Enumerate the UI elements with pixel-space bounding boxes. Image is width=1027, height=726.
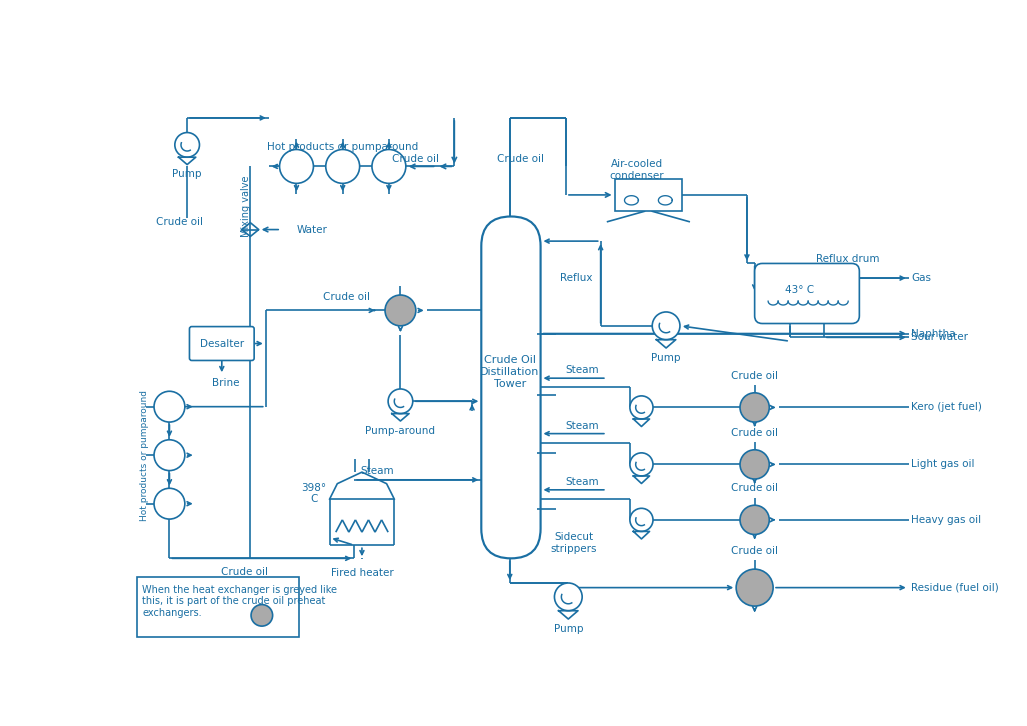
Text: 398°
C: 398° C xyxy=(302,483,327,505)
Text: Steam: Steam xyxy=(566,365,599,375)
Text: Hot products or pumparound: Hot products or pumparound xyxy=(267,142,418,152)
Circle shape xyxy=(385,295,416,326)
Circle shape xyxy=(736,569,773,606)
Text: Crude oil: Crude oil xyxy=(497,155,543,165)
FancyBboxPatch shape xyxy=(189,327,254,361)
Circle shape xyxy=(154,489,185,519)
Circle shape xyxy=(740,505,769,534)
Circle shape xyxy=(154,391,185,422)
FancyBboxPatch shape xyxy=(482,216,540,558)
Text: Steam: Steam xyxy=(566,421,599,431)
Text: Residue (fuel oil): Residue (fuel oil) xyxy=(911,583,998,592)
Text: Sour water: Sour water xyxy=(911,333,968,343)
Circle shape xyxy=(154,440,185,470)
Text: Reflux drum: Reflux drum xyxy=(816,254,880,264)
Text: Mixing valve: Mixing valve xyxy=(241,176,252,237)
Text: Fired heater: Fired heater xyxy=(331,568,393,578)
Circle shape xyxy=(388,389,413,414)
Text: Light gas oil: Light gas oil xyxy=(911,460,975,470)
Circle shape xyxy=(630,396,653,419)
Circle shape xyxy=(555,583,582,611)
Text: Crude Oil
Distillation
Tower: Crude Oil Distillation Tower xyxy=(480,356,539,388)
Text: Crude oil: Crude oil xyxy=(155,217,202,227)
Text: Crude oil: Crude oil xyxy=(731,546,778,555)
Circle shape xyxy=(279,150,313,184)
Text: Pump: Pump xyxy=(651,353,681,363)
Circle shape xyxy=(372,150,406,184)
Circle shape xyxy=(740,393,769,422)
Circle shape xyxy=(630,453,653,476)
Text: Crude oil: Crude oil xyxy=(731,484,778,493)
Text: Desalter: Desalter xyxy=(199,338,243,348)
Circle shape xyxy=(326,150,359,184)
Text: Brine: Brine xyxy=(212,378,239,388)
Text: Crude oil: Crude oil xyxy=(222,567,268,577)
Circle shape xyxy=(175,133,199,158)
Text: Steam: Steam xyxy=(566,477,599,487)
Bar xyxy=(137,577,299,637)
Text: Crude oil: Crude oil xyxy=(392,155,439,165)
Circle shape xyxy=(740,450,769,479)
Text: When the heat exchanger is greyed like
this, it is part of the crude oil preheat: When the heat exchanger is greyed like t… xyxy=(143,584,338,618)
Circle shape xyxy=(630,508,653,531)
Text: Steam: Steam xyxy=(360,465,394,476)
Text: 43° C: 43° C xyxy=(785,285,813,295)
Text: Air-cooled
condenser: Air-cooled condenser xyxy=(609,160,664,181)
Text: Crude oil: Crude oil xyxy=(322,292,370,301)
Bar xyxy=(614,179,682,211)
Text: Water: Water xyxy=(297,224,328,234)
Text: Sidecut
strippers: Sidecut strippers xyxy=(550,532,597,554)
Text: Crude oil: Crude oil xyxy=(731,428,778,438)
Text: Pump-around: Pump-around xyxy=(366,425,435,436)
Text: Hot products or pumparound: Hot products or pumparound xyxy=(141,390,149,521)
Text: Naphtha: Naphtha xyxy=(911,329,955,338)
Text: Kero (jet fuel): Kero (jet fuel) xyxy=(911,402,982,412)
Text: Heavy gas oil: Heavy gas oil xyxy=(911,515,981,525)
Text: Crude oil: Crude oil xyxy=(731,371,778,381)
Text: Pump: Pump xyxy=(554,624,583,635)
Text: Gas: Gas xyxy=(911,273,930,283)
FancyBboxPatch shape xyxy=(755,264,860,324)
Circle shape xyxy=(652,312,680,340)
Text: Pump: Pump xyxy=(173,169,202,179)
Circle shape xyxy=(251,605,272,626)
Text: Reflux: Reflux xyxy=(561,273,593,283)
